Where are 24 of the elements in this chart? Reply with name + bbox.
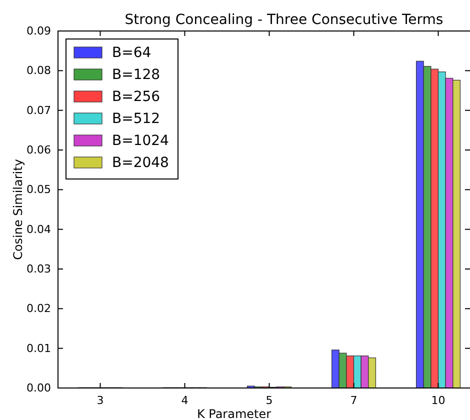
x-tick-label: 3 [96, 394, 104, 407]
x-tick-label: 7 [350, 394, 358, 407]
legend-label: B=256 [112, 89, 160, 105]
y-tick-label: 0.06 [26, 144, 51, 157]
y-tick-label: 0.03 [26, 262, 51, 276]
y-axis-title: Cosine Similarity [11, 159, 25, 260]
y-tick-label: 0.00 [26, 382, 51, 395]
x-axis-title: K Parameter [196, 407, 272, 420]
y-tick-label: 0.07 [26, 104, 51, 117]
y-tick-label: 0.05 [26, 183, 51, 196]
chart-title: Strong Concealing - Three Consecutive Terms [124, 12, 444, 28]
legend-label: B=512 [112, 111, 160, 127]
x-tick-label: 5 [266, 394, 273, 407]
legend-label: B=1024 [112, 133, 170, 149]
y-tick-label: 0.02 [26, 302, 51, 316]
x-tick-label: 10 [431, 394, 446, 407]
legend-label: B=128 [112, 67, 160, 83]
y-tick-label: 0.01 [26, 342, 51, 355]
x-tick-label: 4 [181, 394, 188, 407]
legend-label: B=2048 [112, 155, 169, 171]
y-tick-label: 0.09 [26, 24, 51, 38]
legend-label: B=64 [112, 45, 152, 61]
y-tick-label: 0.08 [26, 64, 51, 78]
y-tick-label: 0.04 [26, 222, 51, 236]
